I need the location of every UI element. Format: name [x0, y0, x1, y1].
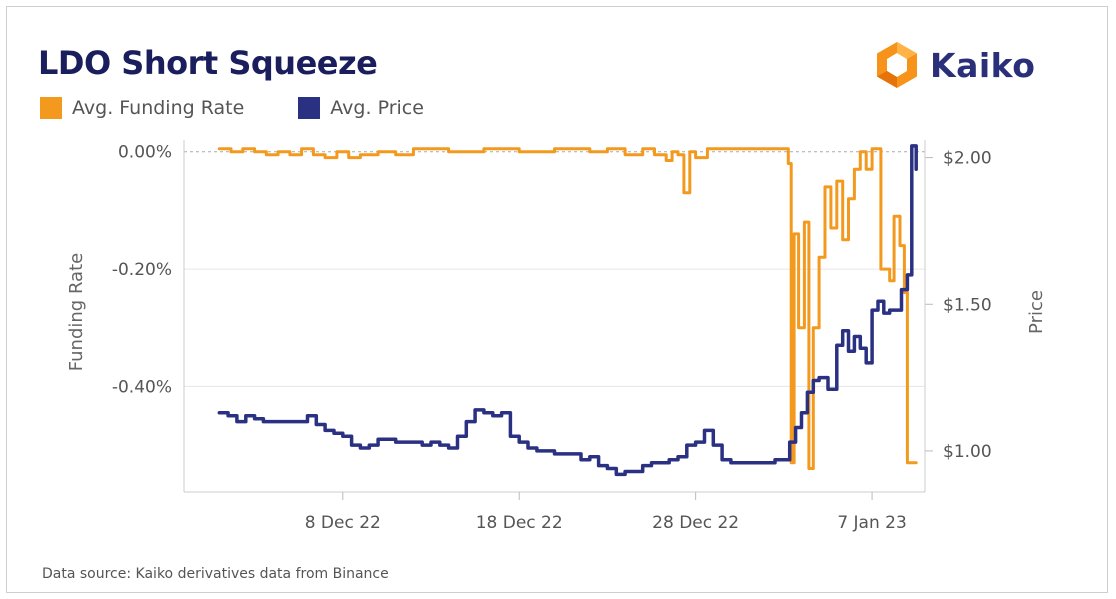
y-left-tick-label: 0.00% [118, 143, 172, 163]
legend: Avg. Funding Rate Avg. Price [40, 97, 478, 119]
legend-item-funding-rate[interactable]: Avg. Funding Rate [40, 97, 244, 119]
axis-layer: 0.00% -0.20% -0.40% $2.00 $1.50 $1.00 8 Dec 22… [112, 140, 992, 533]
y-right-tick-label: $1.00 [943, 442, 992, 462]
right-axis-title: Price [1026, 290, 1047, 334]
series-layer [217, 144, 918, 477]
funding-rate-swatch [40, 97, 62, 119]
legend-label-price: Avg. Price [330, 97, 424, 119]
x-tick-label: 28 Dec 22 [652, 513, 739, 533]
x-tick-label: 18 Dec 22 [476, 513, 563, 533]
chart-title: LDO Short Squeeze [38, 44, 378, 82]
x-tick-label: 7 Jan 23 [837, 513, 906, 533]
x-tick-label: 8 Dec 22 [305, 513, 381, 533]
y-left-tick-label: -0.40% [112, 377, 172, 397]
y-left-tick-label: -0.20% [112, 260, 172, 280]
chart-frame [6, 6, 1108, 593]
kaiko-logo-icon [877, 42, 917, 88]
data-source-note: Data source: Kaiko derivatives data from… [42, 566, 389, 582]
price-swatch [298, 97, 321, 119]
funding-rate-line [217, 147, 918, 470]
y-right-tick-label: $2.00 [943, 149, 992, 169]
left-axis-title: Funding Rate [66, 253, 87, 371]
grid-layer [184, 151, 925, 387]
price-line [217, 144, 918, 477]
legend-label-funding-rate: Avg. Funding Rate [72, 97, 245, 119]
kaiko-logo: Kaiko [872, 40, 1035, 90]
kaiko-logo-text: Kaiko [930, 45, 1036, 85]
legend-item-price[interactable]: Avg. Price [298, 97, 424, 119]
y-right-tick-label: $1.50 [943, 295, 992, 315]
